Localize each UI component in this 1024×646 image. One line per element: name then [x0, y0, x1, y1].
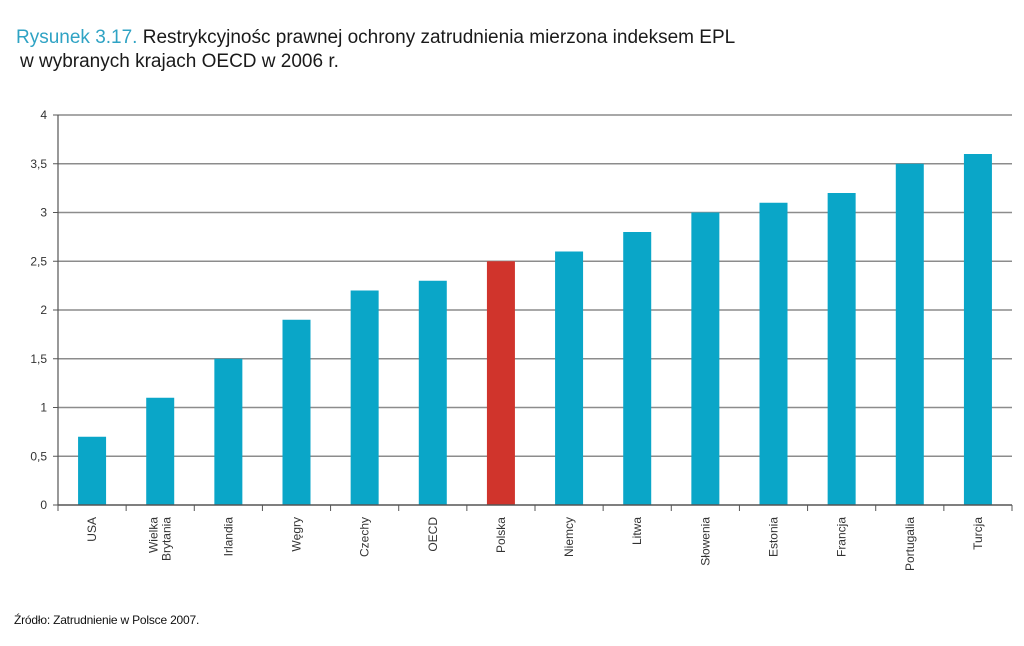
bar-irlandia: [214, 358, 243, 505]
x-tick-label: USA: [85, 517, 99, 542]
bar-portugalia: [895, 163, 924, 505]
bar-wielka-brytania: [146, 397, 175, 505]
x-axis-labels: USA WielkaBrytania Irlandia Węgry Czechy OECD…: [85, 517, 985, 571]
y-tick-label: 0,5: [30, 449, 47, 463]
x-tick-label: Litwa: [630, 517, 644, 545]
bar-turcja: [963, 154, 992, 505]
x-tick-label: Słowenia: [698, 517, 712, 566]
source-note: Źródło: Zatrudnienie w Polsce 2007.: [14, 613, 200, 627]
x-tick-label: WielkaBrytania: [147, 517, 174, 561]
y-tick-label: 0: [40, 498, 47, 512]
x-tick-label: Estonia: [767, 517, 781, 557]
x-tick-label: Portugalia: [903, 517, 917, 571]
bar-polska: [486, 261, 515, 505]
bar-litwa: [623, 232, 652, 505]
bar-estonia: [759, 202, 788, 505]
figure-title: Rysunek 3.17. Restrykcyjnośc prawnej och…: [16, 26, 1006, 74]
x-axis: [57, 115, 1013, 511]
bar-słowenia: [691, 212, 720, 505]
y-tick-label: 1: [40, 401, 47, 415]
y-tick-label: 1,5: [30, 352, 47, 366]
x-tick-label: Polska: [494, 517, 508, 553]
x-tick-label: Francja: [835, 517, 849, 557]
x-tick-label: Irlandia: [221, 517, 235, 557]
bar-usa: [78, 436, 107, 505]
bar-węgry: [282, 319, 311, 505]
y-tick-label: 2: [40, 303, 47, 317]
bar-oecd: [418, 280, 447, 505]
grid-lines: [58, 114, 1012, 458]
bar-francja: [827, 193, 856, 505]
y-tick-label: 4: [40, 108, 47, 122]
y-tick-label: 3: [40, 206, 47, 220]
x-tick-label: OECD: [426, 517, 440, 552]
y-axis-ticks: 0 0,5 1 1,5 2 2,5 3 3,5 4: [30, 108, 58, 512]
y-tick-label: 3,5: [30, 157, 47, 171]
x-tick-label: Niemcy: [562, 517, 576, 557]
y-tick-label: 2,5: [30, 254, 47, 268]
bar-niemcy: [555, 251, 584, 505]
figure-label: Rysunek 3.17.: [16, 27, 138, 48]
title-line-2: w wybranych krajach OECD w 2006 r.: [20, 51, 339, 72]
x-tick-label: Turcja: [971, 517, 985, 550]
bars: [78, 154, 992, 505]
title-line-1: Restrykcyjnośc prawnej ochrony zatrudnie…: [142, 27, 736, 48]
x-tick-label: Węgry: [290, 517, 304, 552]
x-tick-label: Czechy: [358, 517, 372, 557]
bar-czechy: [350, 290, 379, 505]
